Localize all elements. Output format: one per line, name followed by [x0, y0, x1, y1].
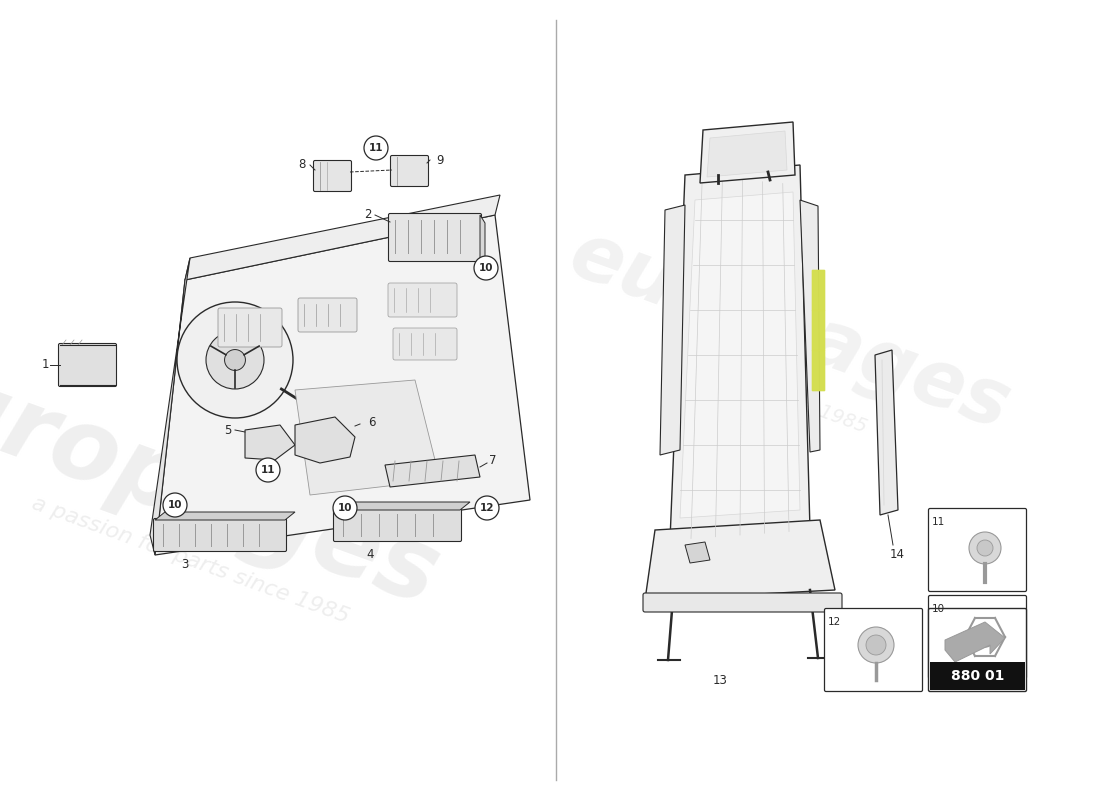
FancyBboxPatch shape	[58, 343, 117, 386]
Text: 11: 11	[261, 465, 275, 475]
Polygon shape	[245, 425, 295, 460]
Text: 9: 9	[437, 154, 443, 166]
Polygon shape	[800, 200, 820, 452]
Polygon shape	[185, 195, 501, 280]
Polygon shape	[155, 512, 295, 520]
FancyBboxPatch shape	[644, 593, 842, 612]
Text: 8: 8	[298, 158, 306, 171]
Text: 14: 14	[890, 549, 904, 562]
Text: europages: europages	[560, 215, 1021, 445]
Circle shape	[475, 496, 499, 520]
Polygon shape	[336, 502, 470, 510]
Circle shape	[177, 302, 293, 418]
Polygon shape	[155, 215, 530, 555]
Polygon shape	[670, 165, 810, 540]
Text: 10: 10	[338, 503, 352, 513]
Text: 2: 2	[364, 209, 372, 222]
Circle shape	[364, 136, 388, 160]
Text: 3: 3	[182, 558, 189, 571]
Polygon shape	[707, 131, 786, 177]
Text: 11: 11	[368, 143, 383, 153]
Circle shape	[977, 540, 993, 556]
Polygon shape	[660, 205, 685, 455]
FancyBboxPatch shape	[298, 298, 358, 332]
Text: 880 01: 880 01	[950, 669, 1004, 683]
Polygon shape	[680, 192, 800, 518]
FancyBboxPatch shape	[928, 609, 1026, 691]
Text: 12: 12	[827, 617, 840, 627]
Polygon shape	[480, 215, 485, 268]
Text: 13: 13	[713, 674, 727, 686]
Circle shape	[206, 331, 264, 389]
Text: 4: 4	[366, 549, 374, 562]
FancyBboxPatch shape	[218, 308, 282, 347]
Polygon shape	[150, 258, 190, 555]
Circle shape	[866, 635, 886, 655]
FancyBboxPatch shape	[154, 518, 286, 551]
FancyBboxPatch shape	[388, 283, 456, 317]
Text: 10: 10	[167, 500, 183, 510]
FancyBboxPatch shape	[314, 161, 352, 191]
Polygon shape	[385, 455, 480, 487]
Text: parts since 1985: parts since 1985	[711, 363, 870, 437]
FancyBboxPatch shape	[333, 509, 462, 542]
FancyBboxPatch shape	[390, 155, 429, 186]
Text: 7: 7	[490, 454, 497, 466]
Polygon shape	[645, 520, 835, 600]
Text: 10: 10	[478, 263, 493, 273]
Text: a passion for parts since 1985: a passion for parts since 1985	[29, 493, 352, 627]
Circle shape	[474, 256, 498, 280]
FancyBboxPatch shape	[825, 609, 923, 691]
FancyBboxPatch shape	[388, 214, 482, 262]
FancyBboxPatch shape	[928, 595, 1026, 678]
FancyBboxPatch shape	[930, 662, 1025, 690]
Circle shape	[975, 627, 996, 647]
Text: 1: 1	[42, 358, 48, 371]
Text: 6: 6	[368, 415, 376, 429]
Text: 10: 10	[932, 604, 945, 614]
Circle shape	[256, 458, 280, 482]
Polygon shape	[945, 622, 1005, 662]
Circle shape	[333, 496, 358, 520]
Circle shape	[224, 350, 245, 370]
Polygon shape	[700, 122, 795, 183]
Polygon shape	[295, 380, 440, 495]
Text: europages: europages	[0, 333, 451, 627]
Circle shape	[969, 532, 1001, 564]
FancyBboxPatch shape	[393, 328, 456, 360]
Circle shape	[163, 493, 187, 517]
Text: 12: 12	[480, 503, 494, 513]
Text: 5: 5	[224, 423, 232, 437]
Polygon shape	[685, 542, 710, 563]
Text: 11: 11	[932, 517, 945, 527]
Circle shape	[858, 627, 894, 663]
Polygon shape	[295, 417, 355, 463]
FancyBboxPatch shape	[928, 509, 1026, 591]
Polygon shape	[874, 350, 898, 515]
